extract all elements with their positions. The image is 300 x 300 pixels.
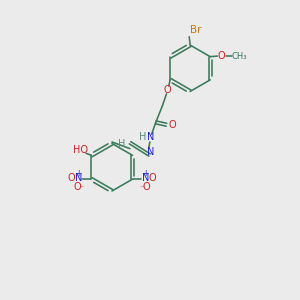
Text: H: H: [118, 139, 125, 149]
Text: ⁻: ⁻: [140, 183, 144, 192]
Text: +: +: [75, 169, 82, 178]
Text: H: H: [139, 132, 146, 142]
Text: Br: Br: [190, 25, 201, 35]
Text: O: O: [142, 182, 150, 193]
Text: N: N: [142, 173, 149, 183]
Text: CH₃: CH₃: [231, 52, 247, 61]
Text: N: N: [147, 132, 154, 142]
Text: N: N: [147, 147, 155, 157]
Text: O: O: [148, 173, 156, 183]
Text: O: O: [218, 51, 226, 61]
Text: +: +: [142, 169, 149, 178]
Text: O: O: [74, 182, 82, 193]
Text: O: O: [169, 120, 176, 130]
Text: HO: HO: [73, 145, 88, 155]
Text: N: N: [75, 173, 82, 183]
Text: O: O: [68, 173, 76, 183]
Text: O: O: [163, 85, 171, 95]
Text: ⁻: ⁻: [80, 183, 84, 192]
